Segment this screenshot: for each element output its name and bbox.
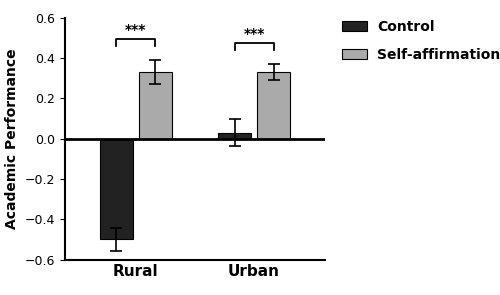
Legend: Control, Self-affirmation: Control, Self-affirmation (342, 20, 500, 62)
Text: ***: *** (125, 23, 146, 37)
Bar (100, 139, 133, 240)
Bar (257, 72, 290, 139)
Bar (139, 72, 172, 139)
Y-axis label: Academic Performance: Academic Performance (6, 48, 20, 229)
Bar (218, 133, 251, 139)
Text: ***: *** (244, 27, 265, 41)
